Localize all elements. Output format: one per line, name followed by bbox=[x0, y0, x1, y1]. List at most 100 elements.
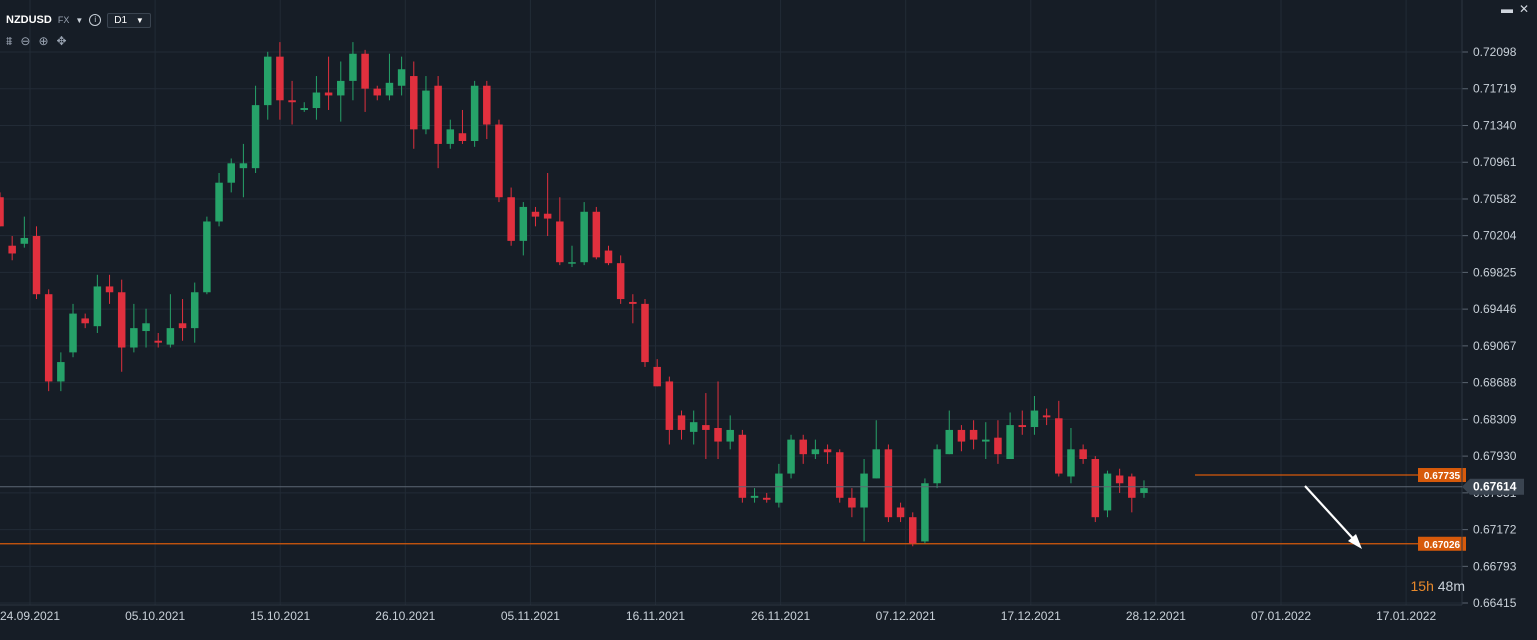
candle-body bbox=[568, 262, 576, 264]
candle bbox=[848, 488, 856, 518]
candle-body bbox=[470, 85, 479, 142]
candle bbox=[69, 303, 77, 358]
candle bbox=[677, 410, 686, 440]
current-price-tag bbox=[1462, 478, 1524, 495]
candle bbox=[397, 56, 406, 96]
y-tick-label: 0.70961 bbox=[1473, 155, 1517, 169]
candle bbox=[239, 143, 248, 198]
y-tick-label: 0.66415 bbox=[1473, 596, 1517, 610]
candle-body bbox=[361, 53, 369, 89]
y-tick-label: 0.69446 bbox=[1473, 302, 1517, 316]
candle-body bbox=[93, 286, 102, 327]
candle-body bbox=[933, 449, 941, 484]
candle-body bbox=[397, 69, 406, 86]
candle-body bbox=[1042, 415, 1051, 418]
y-tick-label: 0.71719 bbox=[1473, 82, 1517, 96]
projection-arrow-line bbox=[1304, 485, 1359, 545]
candle-body bbox=[1018, 425, 1027, 428]
candle bbox=[142, 308, 150, 348]
x-tick-label: 07.12.2021 bbox=[876, 609, 936, 623]
x-tick-label: 07.01.2022 bbox=[1251, 609, 1311, 623]
candle-body bbox=[629, 301, 637, 304]
candle-body bbox=[1091, 459, 1100, 518]
candle-body bbox=[507, 197, 515, 241]
candle bbox=[604, 245, 613, 266]
candle bbox=[178, 299, 187, 341]
zoom-out-icon[interactable]: ⊖ bbox=[20, 34, 31, 48]
close-icon[interactable]: ✕ bbox=[1518, 2, 1529, 16]
candle-body bbox=[653, 366, 661, 387]
x-tick-label: 17.12.2021 bbox=[1001, 609, 1061, 623]
x-tick-label: 24.09.2021 bbox=[0, 609, 60, 623]
candle-body bbox=[592, 211, 601, 258]
candle-body bbox=[750, 495, 759, 498]
candle-body bbox=[44, 294, 53, 382]
candle-body bbox=[483, 85, 491, 125]
candle-body bbox=[130, 328, 138, 348]
candle-body bbox=[738, 434, 747, 498]
candle-body bbox=[81, 318, 89, 324]
crosshair-icon[interactable]: ⩩ bbox=[6, 34, 13, 48]
candle-body bbox=[20, 237, 29, 244]
candle bbox=[1079, 444, 1087, 464]
x-tick-label: 26.10.2021 bbox=[375, 609, 435, 623]
candle-body bbox=[884, 449, 893, 518]
y-tick-label: 0.70582 bbox=[1473, 192, 1517, 206]
candle-body bbox=[142, 323, 150, 332]
candle bbox=[81, 313, 89, 329]
candle-body bbox=[762, 497, 771, 500]
candle bbox=[105, 274, 114, 304]
candle bbox=[276, 42, 284, 120]
candle-body bbox=[556, 221, 564, 263]
zoom-in-icon[interactable]: ⊕ bbox=[38, 34, 49, 48]
candle bbox=[616, 255, 625, 304]
candle bbox=[702, 393, 710, 460]
candle bbox=[93, 274, 102, 333]
candle bbox=[0, 192, 4, 227]
candle-body bbox=[373, 88, 382, 96]
candle-body bbox=[1079, 449, 1087, 460]
candle-body bbox=[239, 163, 248, 169]
candle bbox=[835, 449, 844, 503]
candle-body bbox=[337, 80, 345, 96]
candle bbox=[57, 352, 65, 392]
y-tick-label: 0.69067 bbox=[1473, 339, 1517, 353]
candle-body bbox=[969, 429, 978, 440]
candle bbox=[410, 61, 418, 149]
candle bbox=[665, 376, 674, 445]
candle-body bbox=[982, 439, 990, 442]
chart-tools: ⩩ ⊖ ⊕ ✥ bbox=[6, 34, 67, 49]
timeframe-select[interactable]: D1 ▼ bbox=[107, 12, 151, 28]
candle-body bbox=[324, 92, 333, 96]
candle bbox=[20, 216, 29, 248]
candle bbox=[1030, 395, 1039, 435]
candle bbox=[641, 299, 649, 367]
move-icon[interactable]: ✥ bbox=[56, 34, 67, 48]
candle bbox=[872, 420, 880, 479]
candle-body bbox=[0, 197, 4, 227]
candle-body bbox=[215, 182, 223, 222]
candle-body bbox=[519, 206, 528, 241]
candle bbox=[580, 202, 588, 266]
candle bbox=[982, 422, 990, 460]
candle-body bbox=[300, 108, 308, 110]
candle bbox=[44, 289, 53, 392]
candle-body bbox=[422, 90, 430, 130]
candle bbox=[811, 439, 820, 460]
candle bbox=[1067, 427, 1075, 484]
dropdown-icon[interactable]: ▼ bbox=[75, 15, 84, 25]
candle bbox=[483, 80, 491, 140]
info-icon[interactable]: i bbox=[89, 14, 102, 26]
candle bbox=[556, 197, 564, 266]
timeframe-label: D1 bbox=[114, 14, 128, 26]
candle bbox=[568, 245, 576, 268]
symbol-label[interactable]: NZDUSD bbox=[6, 14, 52, 26]
candle bbox=[373, 85, 382, 101]
candle-body bbox=[276, 56, 284, 101]
candle-body bbox=[178, 323, 187, 329]
minimize-icon[interactable]: ▬ bbox=[1500, 2, 1513, 16]
candle bbox=[1055, 400, 1063, 477]
candle-body bbox=[994, 437, 1002, 455]
